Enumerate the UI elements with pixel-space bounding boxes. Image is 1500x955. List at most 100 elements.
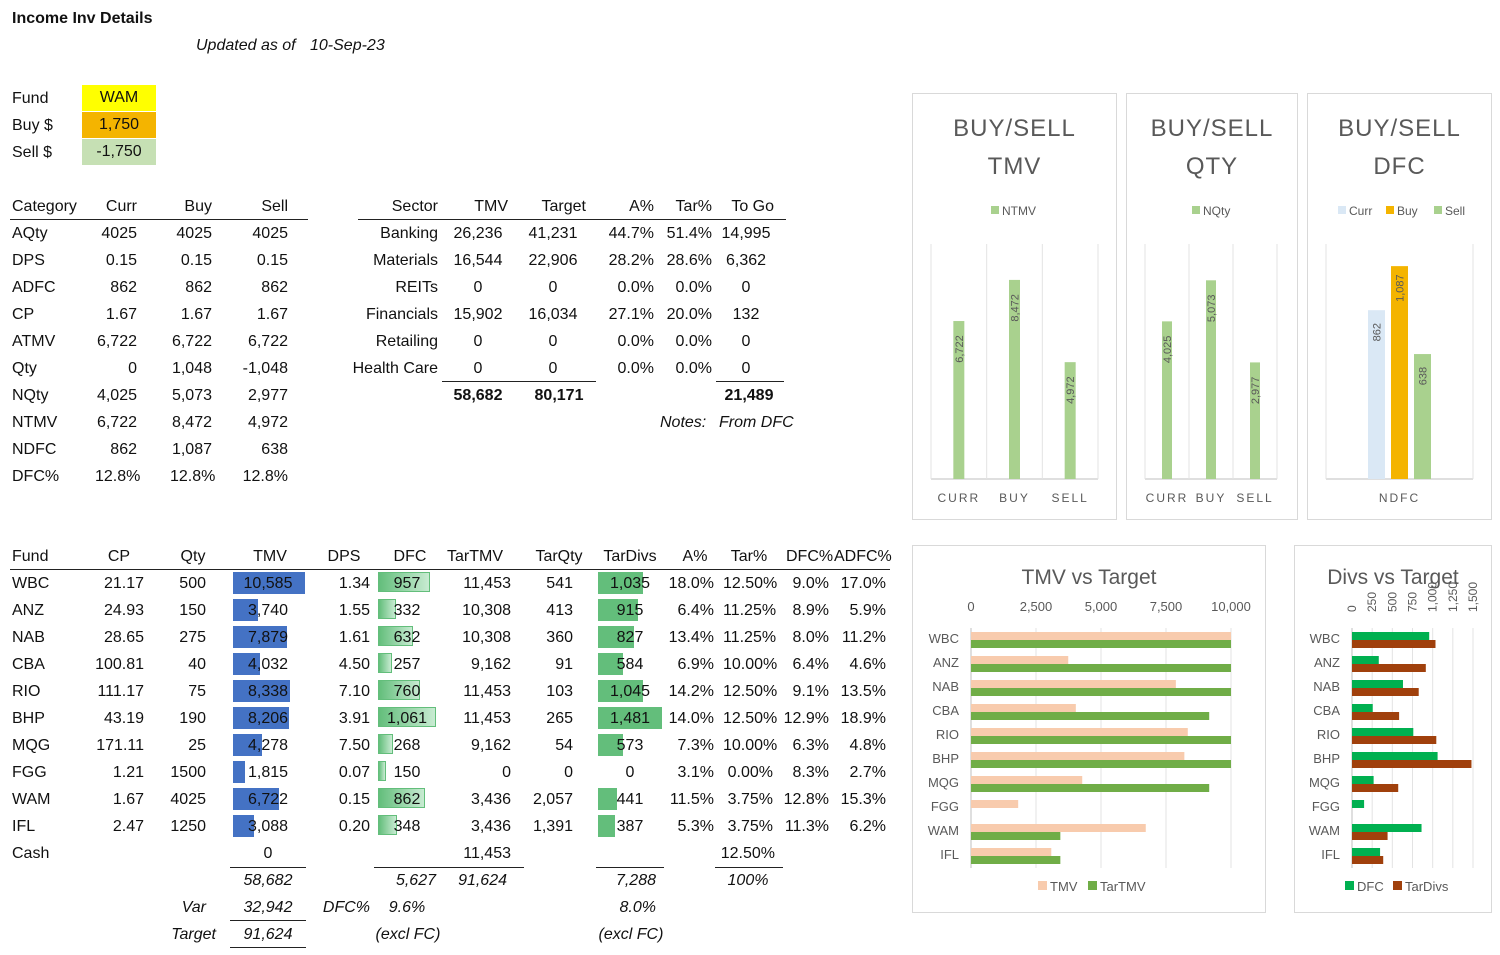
cash-tartmv: 11,453 xyxy=(463,845,511,862)
fund-row-label: CBA xyxy=(12,656,45,673)
fund-cell-qty: 40 xyxy=(188,656,206,673)
fund-cell-tartmv: 11,453 xyxy=(463,683,511,700)
sector-total-togo: 21,489 xyxy=(724,387,774,404)
fund-header-1: CP xyxy=(107,548,131,565)
sector-total-line xyxy=(442,381,596,382)
bar xyxy=(1368,310,1385,479)
fund-cell-tar: 3.75% xyxy=(727,791,773,808)
data-label: 6,722 xyxy=(954,335,966,363)
fund-cell-dps: 1.55 xyxy=(338,602,370,619)
legend-label: TarDivs xyxy=(1405,879,1449,894)
bar xyxy=(1352,848,1381,856)
fund-cell-dfcp: 12.9% xyxy=(783,710,829,727)
cat-cell: 2,977 xyxy=(247,387,288,404)
cat-cell: 1.67 xyxy=(180,306,212,323)
sector-row-label: Health Care xyxy=(352,360,438,377)
sector-cell: 0 xyxy=(548,279,558,296)
cat-row-label: CP xyxy=(12,306,35,323)
dfc-databar xyxy=(378,653,393,673)
category-label: WBC xyxy=(1310,631,1340,646)
bar xyxy=(971,856,1061,864)
fund-cell-dps: 0.20 xyxy=(338,818,370,835)
sector-cell: 15,902 xyxy=(453,306,503,323)
fund-cell-dfcp: 9.1% xyxy=(792,683,829,700)
fund-cell-dps: 3.91 xyxy=(338,710,370,727)
data-label: 638 xyxy=(1418,367,1430,385)
bar xyxy=(1352,776,1374,784)
sector-cell: 0 xyxy=(741,360,751,377)
cat-cell: 862 xyxy=(185,279,212,296)
fund-cell-cp: 100.81 xyxy=(95,656,144,673)
sector-cell: 0.0% xyxy=(617,279,654,296)
fund-cell-adfcp: 4.6% xyxy=(849,656,886,673)
dfc-databar xyxy=(378,626,413,646)
var-dfc-label: DFC% xyxy=(322,899,370,916)
fund-cell-tarqty: 360 xyxy=(546,629,573,646)
sector-cell: 0 xyxy=(473,360,483,377)
fund-cell-dfcp: 8.0% xyxy=(792,629,829,646)
fund-cell-dfc: 760 xyxy=(393,683,421,700)
fund-cell-tar: 3.75% xyxy=(727,818,773,835)
fund-cell-dfc: 957 xyxy=(393,575,421,592)
category-label: CBA xyxy=(932,703,959,718)
chart-title-line1: BUY/SELL xyxy=(953,115,1076,142)
cat-cell: 1,087 xyxy=(171,441,212,458)
cat-cell: -1,048 xyxy=(242,360,288,377)
bar xyxy=(1352,824,1422,832)
sector-cell: 0 xyxy=(473,333,483,350)
sector-row-label: Materials xyxy=(373,252,438,269)
chart-title: Divs vs Target xyxy=(1327,566,1459,589)
sector-cell: 0.0% xyxy=(675,279,712,296)
fund-cell-dfc: 150 xyxy=(393,764,421,781)
fund-cell-adfcp: 13.5% xyxy=(840,683,886,700)
target-value: 91,624 xyxy=(243,926,293,943)
legend-swatch xyxy=(1192,206,1200,214)
data-label: 862 xyxy=(1372,323,1384,341)
sector-header-4: Tar% xyxy=(675,198,712,215)
fund-row-label: NAB xyxy=(12,629,45,646)
tardivs-databar xyxy=(598,707,662,729)
dfc-total-line xyxy=(374,867,524,868)
data-label: 8,472 xyxy=(1010,294,1022,322)
cat-header-line xyxy=(10,219,308,220)
fund-cell-dps: 4.50 xyxy=(338,656,370,673)
fund-cell-tartmv: 3,436 xyxy=(470,791,511,808)
tick-label: 10,000 xyxy=(1211,599,1251,614)
fund-cell-a: 6.4% xyxy=(677,602,714,619)
sector-cell: 16,034 xyxy=(528,306,578,323)
category-label: RIO xyxy=(1317,727,1340,742)
fund-cell-dfc: 332 xyxy=(393,602,421,619)
legend-label: NQty xyxy=(1203,204,1230,218)
cat-cell: 12.8% xyxy=(242,468,288,485)
param-label: Fund xyxy=(12,90,49,107)
sector-cell: 0 xyxy=(741,279,751,296)
tmv-databar xyxy=(233,599,259,621)
bar xyxy=(971,640,1231,648)
fund-row-label: ANZ xyxy=(12,602,44,619)
fund-cell-tmv: 3,088 xyxy=(247,818,289,835)
legend-label: TarTMV xyxy=(1100,879,1146,894)
cat-row-label: ATMV xyxy=(12,333,56,350)
cat-row-label: DPS xyxy=(12,252,45,269)
bar xyxy=(1352,728,1414,736)
fund-cell-dps: 1.34 xyxy=(338,575,370,592)
sector-cell: 28.2% xyxy=(608,252,654,269)
bar xyxy=(971,736,1231,744)
fund-cell-tmv: 3,740 xyxy=(247,602,289,619)
bar xyxy=(1352,712,1400,720)
cat-cell: 6,722 xyxy=(171,333,212,350)
fund-cell-tmv: 4,278 xyxy=(247,737,289,754)
fund-cell-tardivs: 827 xyxy=(616,629,644,646)
legend-swatch xyxy=(1038,881,1047,890)
fund-cell-tartmv: 11,453 xyxy=(463,710,511,727)
data-label: 5,073 xyxy=(1206,295,1218,323)
notes-label: Notes: xyxy=(660,414,707,431)
sector-cell: 51.4% xyxy=(666,225,712,242)
notes-value: From DFC xyxy=(719,414,794,431)
bar xyxy=(971,800,1019,808)
tardivs-databar xyxy=(598,788,618,810)
category-label: WBC xyxy=(929,631,959,646)
cat-cell: 862 xyxy=(110,279,137,296)
bar xyxy=(1250,362,1260,479)
sector-row-label: Banking xyxy=(380,225,438,242)
